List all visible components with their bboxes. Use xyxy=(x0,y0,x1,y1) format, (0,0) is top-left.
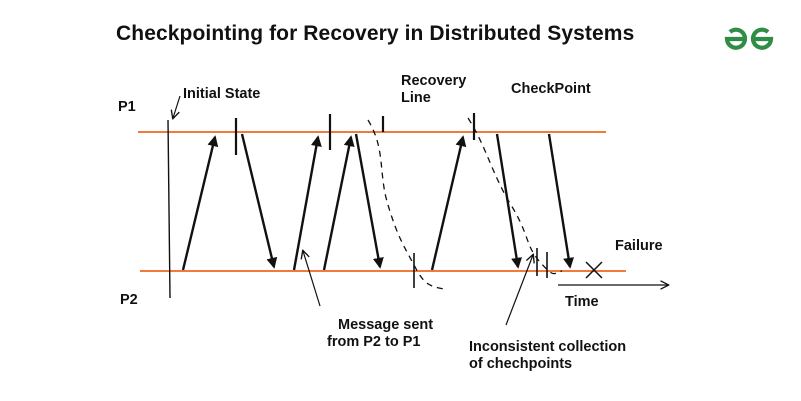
initial-state-label: Initial State xyxy=(183,86,261,102)
message-arrow xyxy=(181,135,219,271)
p1-label: P1 xyxy=(118,99,136,115)
p2-label: P2 xyxy=(120,292,138,308)
message-arrow xyxy=(430,135,467,271)
failure-cross-icon xyxy=(585,261,603,279)
failure-label: Failure xyxy=(615,238,663,254)
message-arrow xyxy=(240,133,278,269)
inconsistent-cut-curve xyxy=(467,117,563,275)
initial-state-marker xyxy=(167,119,171,299)
message-arrow xyxy=(322,135,355,271)
checkpoint-label: CheckPoint xyxy=(511,81,591,97)
diagram-title: Checkpointing for Recovery in Distribute… xyxy=(116,22,635,45)
message-arrow xyxy=(495,133,523,269)
geeksforgeeks-logo-icon xyxy=(724,27,774,50)
message-label-1: Message sent xyxy=(338,317,434,333)
initial-state-pointer xyxy=(173,95,181,118)
recovery-line-label-2: Line xyxy=(401,90,431,106)
inconsistent-pointer xyxy=(505,255,533,326)
inconsistent-label-2: of chechpoints xyxy=(469,356,573,372)
recovery-line-label-1: Recovery xyxy=(401,73,467,89)
inconsistent-label-1: Inconsistent collection xyxy=(469,339,627,355)
message-arrow xyxy=(292,135,322,271)
message-arrow xyxy=(354,133,384,269)
message-pointer xyxy=(303,251,321,307)
message-arrow xyxy=(547,133,575,269)
message-label-2: from P2 to P1 xyxy=(327,334,421,350)
time-label: Time xyxy=(565,294,599,310)
